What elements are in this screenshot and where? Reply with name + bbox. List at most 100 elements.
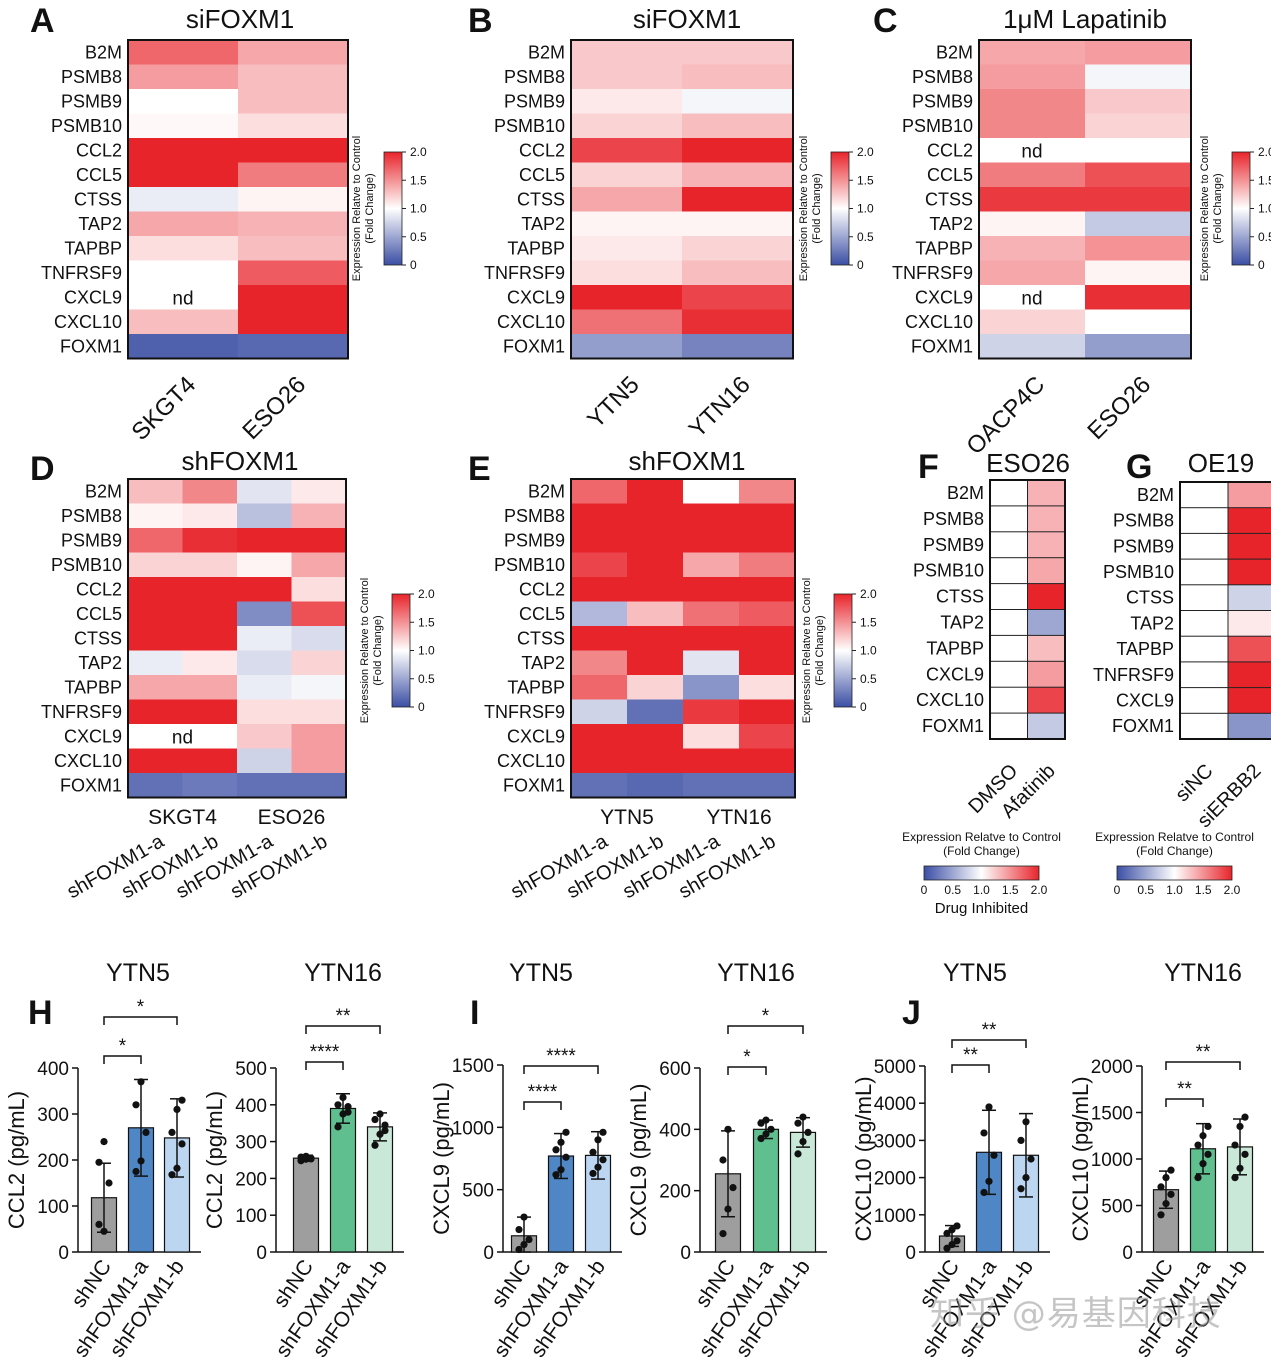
- panel-c-colorbar-tick-label: 0: [1258, 258, 1265, 272]
- panel-d-cell: [291, 773, 347, 798]
- panel-j2-data-point: [1236, 1122, 1244, 1131]
- panel-i1-y-tick-label: 1500: [452, 1056, 494, 1077]
- panel-i2-data-point: [719, 1230, 727, 1238]
- panel-h2-data-point: [376, 1110, 384, 1118]
- panel-h2-data-point: [371, 1141, 379, 1149]
- panel-e-title: shFOXM1: [628, 446, 745, 476]
- panel-b-cell: [571, 236, 683, 261]
- panel-a-row-label: TAP2: [78, 214, 122, 234]
- panel-d-cell: [237, 577, 292, 602]
- panel-h2-y-tick-label: 200: [235, 1169, 267, 1190]
- panel-i2-significance-bracket: [727, 1066, 767, 1075]
- panel-d-cell: [128, 528, 183, 553]
- panel-f-row-label: PSMB10: [913, 561, 984, 581]
- panel-f-cell: [1027, 686, 1066, 715]
- panel-a-cell: [128, 211, 239, 237]
- panel-d-cell: [128, 699, 183, 725]
- panel-e-row-label: TNFRSF9: [484, 702, 565, 722]
- panel-a-row-label: PSMB8: [61, 67, 122, 87]
- panel-a-cell: [238, 236, 349, 261]
- panel-b-row-label: TNFRSF9: [484, 263, 565, 283]
- panel-b-row-label: B2M: [528, 42, 565, 62]
- panel-d-cell: [237, 601, 292, 627]
- panel-j2-y-tick-label: 1000: [1091, 1150, 1133, 1171]
- panel-c-row-label: CCL2: [927, 140, 973, 160]
- panel-f-title: ESO26: [986, 448, 1070, 478]
- panel-d-colorbar-tick-label: 0: [418, 700, 425, 714]
- panel-e-frame: [570, 478, 796, 799]
- panel-f-cell: [989, 634, 1029, 663]
- panel-d-colorbar-title: Expression Relatve to Control: [359, 578, 371, 724]
- panel-e-cell: [571, 650, 628, 676]
- panel-c-cell: [1085, 64, 1192, 90]
- panel-g-cell: [1227, 481, 1271, 509]
- panel-i2-y-tick-label: 200: [659, 1182, 691, 1203]
- panel-a-frame: [127, 39, 349, 360]
- panel-f-cell: [1027, 557, 1066, 585]
- panel-h2-data-point: [344, 1108, 352, 1116]
- panel-i1-data-point: [552, 1146, 560, 1154]
- panel-a-cell: [238, 285, 349, 310]
- panel-d-row-label: PSMB10: [51, 555, 122, 575]
- panel-a-cell: [238, 334, 349, 359]
- panel-a-cell: [238, 309, 349, 335]
- panel-j1-y-tick-label: 2000: [874, 1169, 916, 1190]
- panel-g-row-label: FOXM1: [1112, 716, 1174, 736]
- panel-a-column-label: SKGT4: [126, 371, 201, 446]
- panel-c-row-label: TNFRSF9: [892, 263, 973, 283]
- panel-c-row-label: CCL5: [927, 165, 973, 185]
- panel-i2-bar: [752, 1128, 780, 1253]
- panel-b-row-label: TAPBP: [507, 238, 565, 258]
- panel-b-frame: [570, 39, 794, 360]
- panel-d-colorbar-tick-label: 1.0: [418, 644, 435, 658]
- panel-d-cell: [128, 626, 183, 651]
- panel-d-group-label: SKGT4: [148, 806, 217, 829]
- panel-a-cell: [128, 113, 239, 139]
- panel-f-row-label: CXCL9: [926, 664, 984, 684]
- panel-a-colorbar-tick-label: 0: [410, 258, 417, 272]
- panel-f-row-label: CXCL10: [916, 690, 984, 710]
- panel-c-column-label: ESO26: [1082, 371, 1156, 445]
- panel-a-colorbar-tick-label: 1.0: [410, 202, 427, 216]
- panel-d-cell: [237, 626, 292, 651]
- panel-b-cell: [571, 334, 683, 359]
- panel-d-colorbar: [391, 593, 411, 708]
- panel-b-cell: [571, 162, 683, 188]
- panel-j1-significance-bracket: [951, 1064, 990, 1073]
- panel-j1-data-point: [1022, 1174, 1030, 1182]
- panel-j2-data-point: [1162, 1200, 1170, 1208]
- panel-a-cell: [128, 187, 239, 212]
- panel-i2-data-point: [794, 1150, 802, 1158]
- panel-d-cell: [237, 748, 292, 774]
- panel-e-cell: [571, 724, 628, 749]
- panel-d-cell: [182, 626, 238, 651]
- panel-d-row-label: PSMB8: [61, 506, 122, 526]
- panel-i1-data-point: [525, 1235, 533, 1244]
- panel-d-frame: [127, 478, 347, 799]
- panel-i1-significance-bracket: [523, 1065, 599, 1074]
- panel-b-title: siFOXM1: [633, 4, 741, 34]
- panel-e-cell: [571, 675, 628, 700]
- panel-c-row-label: FOXM1: [911, 336, 973, 356]
- panel-h2-significance-bracket: [305, 1025, 381, 1034]
- panel-c-cell: [1085, 309, 1192, 335]
- panel-g-cell: [1179, 712, 1229, 740]
- panel-g-row-label: B2M: [1137, 485, 1174, 505]
- panel-a-cell: [238, 162, 349, 188]
- panel-e-row-label: CXCL9: [507, 726, 565, 746]
- panel-b-cell: [571, 187, 683, 212]
- panel-f-row-label: PSMB9: [923, 535, 984, 555]
- panel-b-colorbar-tick-label: 0.5: [857, 230, 874, 244]
- panel-h2-data-point: [339, 1093, 347, 1102]
- panel-e-cell: [627, 479, 684, 504]
- panel-b-cell: [682, 285, 794, 310]
- panel-d-cell: [291, 626, 347, 651]
- panel-i1-data-point: [594, 1163, 602, 1171]
- panel-d-cell: [128, 503, 183, 529]
- panel-c-colorbar-tick-label: 0.5: [1258, 230, 1271, 244]
- panel-g-row-label: TNFRSF9: [1093, 665, 1174, 685]
- panel-j1-significance-bracket: [951, 1039, 1027, 1048]
- panel-i1-data-point: [562, 1128, 570, 1136]
- panel-e-cell: [571, 577, 628, 602]
- panel-e-row-label: TAP2: [521, 653, 565, 673]
